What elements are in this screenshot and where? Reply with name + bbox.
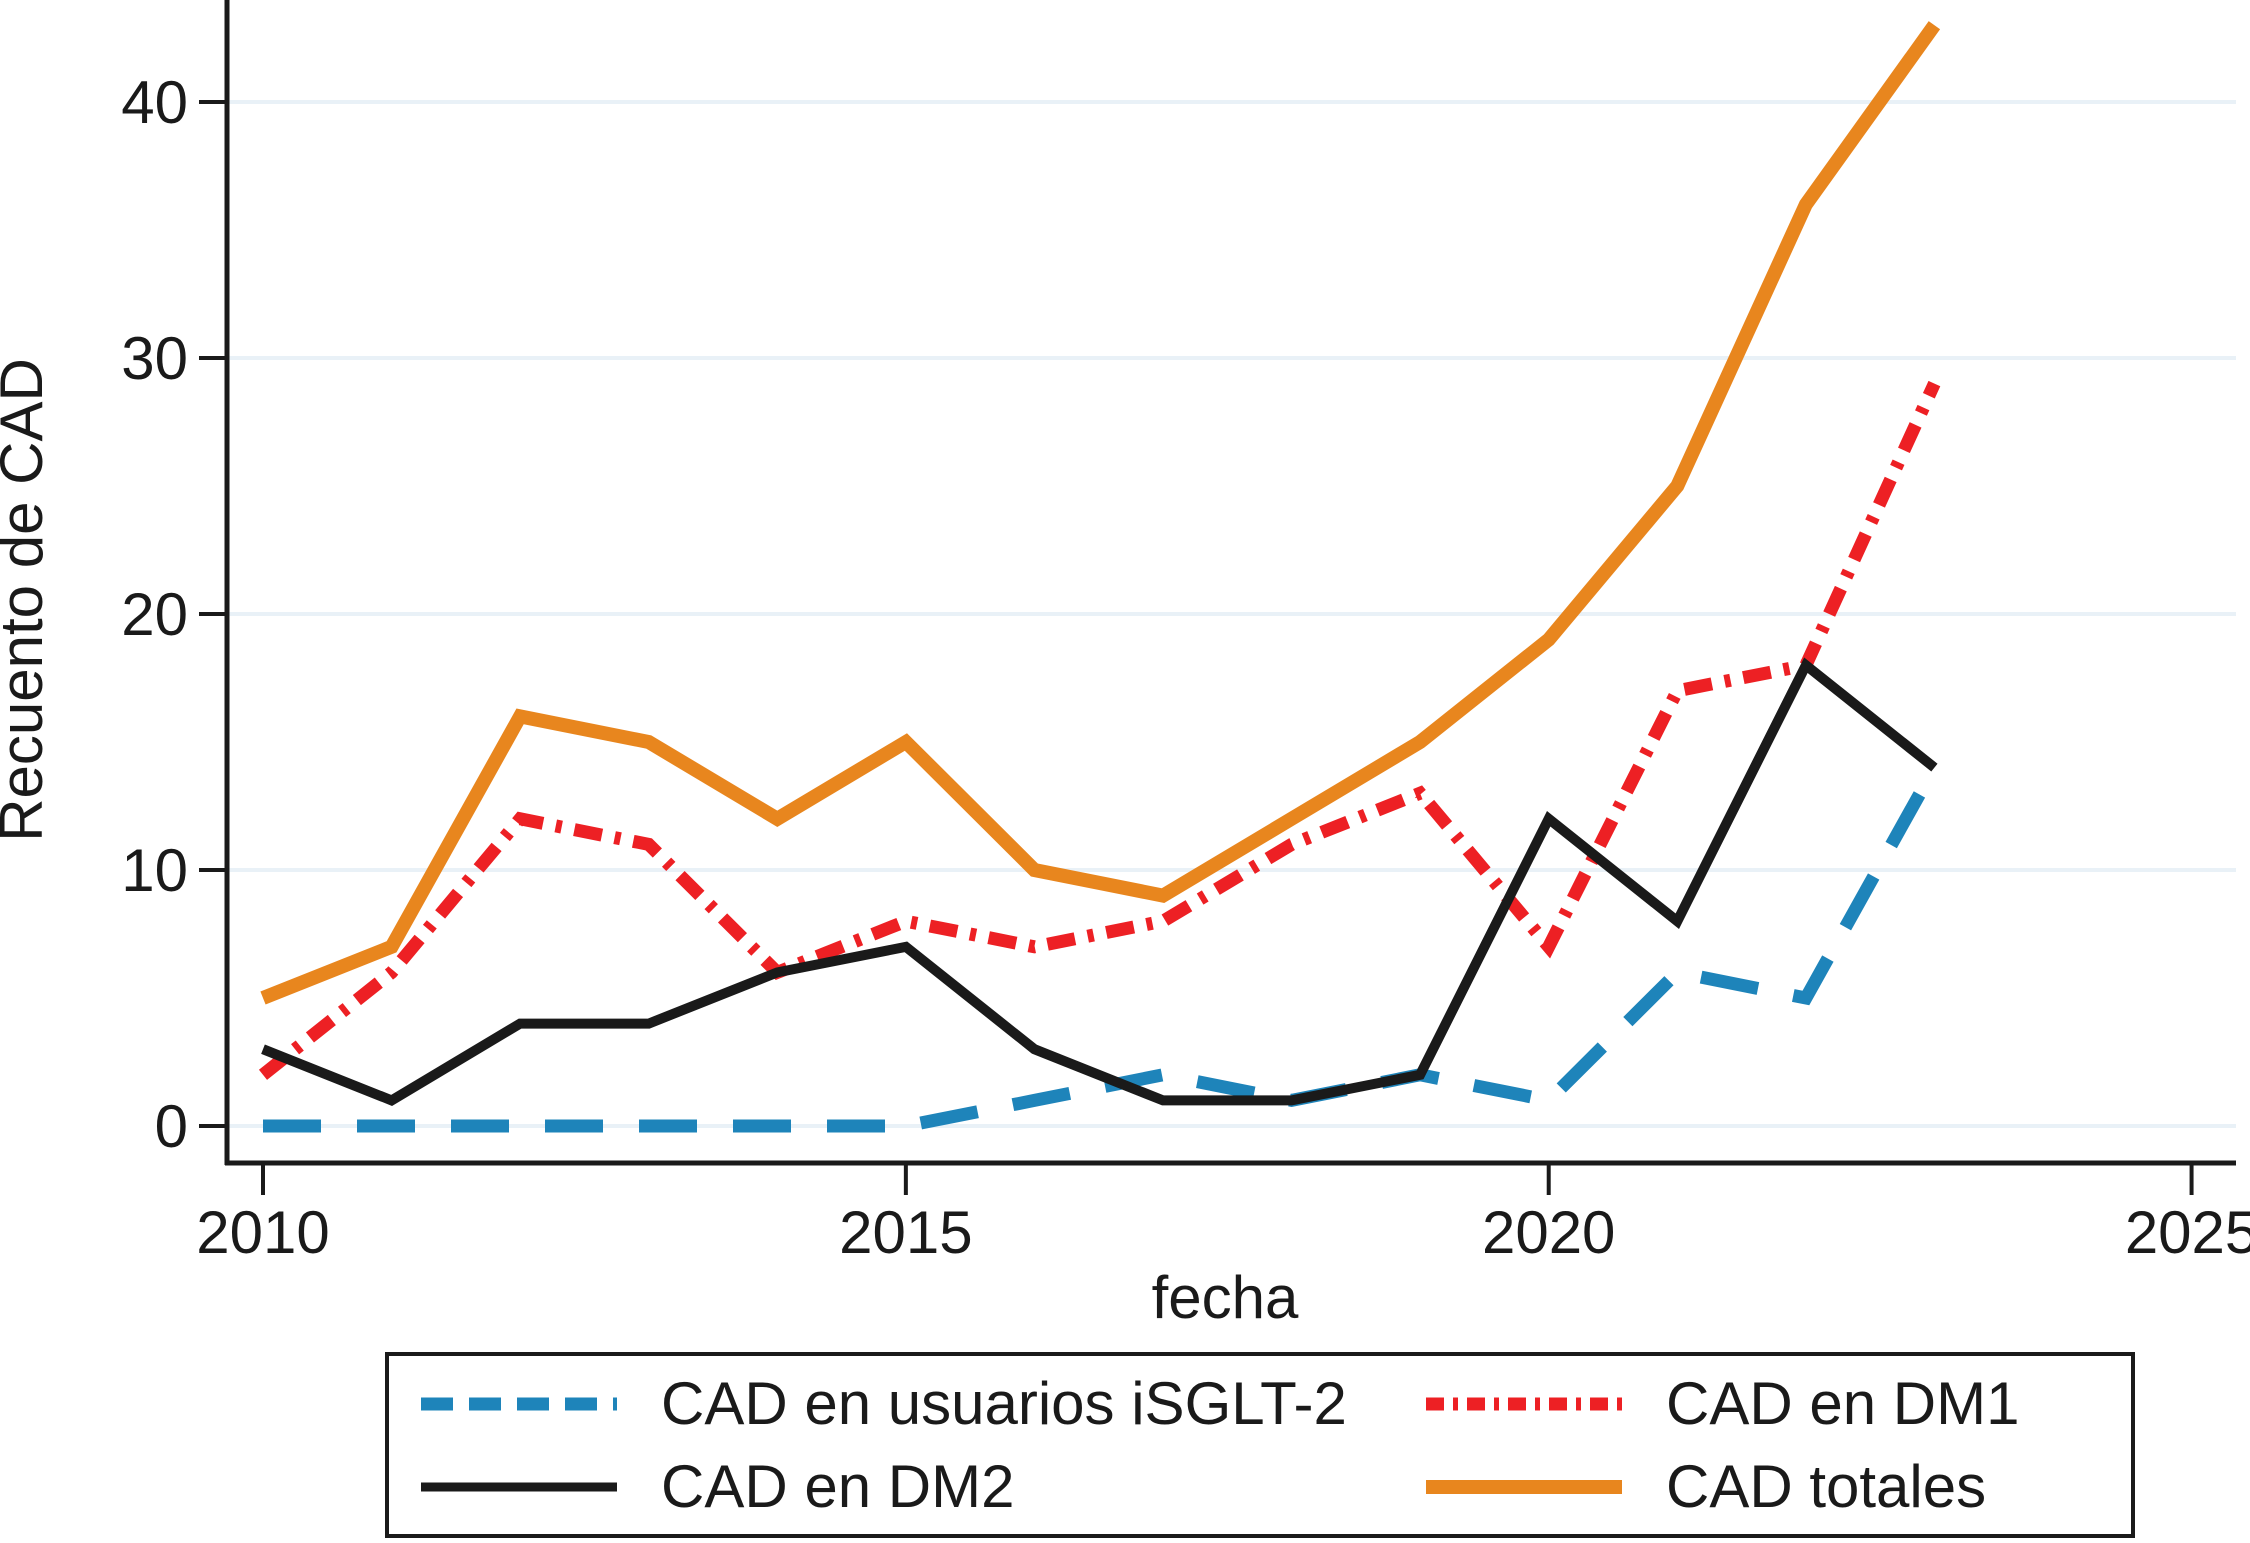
legend-label-totales: CAD totales (1666, 1452, 1987, 1520)
legend-item-dm2: CAD en DM2 (421, 1452, 1426, 1520)
x-tick-label-2025: 2025 (2125, 1199, 2250, 1266)
y-tick-label-0: 0 (155, 1093, 188, 1160)
y-tick-label-40: 40 (121, 69, 188, 136)
legend-sample-dm2-line (421, 1482, 617, 1491)
legend-item-totales: CAD totales (1426, 1452, 2131, 1520)
series-line-1-dash-dot (258, 380, 1941, 1080)
x-tick-label-2010: 2010 (196, 1199, 329, 1266)
x-tick-label-2020: 2020 (1482, 1199, 1615, 1266)
x-axis-title: fecha (1152, 1264, 1299, 1331)
series-line-2-solid (261, 657, 1938, 1106)
y-axis-title: Recuento de CAD (0, 358, 55, 842)
legend-sample-totales-line (1426, 1479, 1622, 1494)
x-tick-label-2015: 2015 (839, 1199, 972, 1266)
legend-sample-dm1-line (1426, 1397, 1622, 1410)
legend-label-dm2: CAD en DM2 (661, 1452, 1015, 1520)
legend-sample-isglt2-line (421, 1397, 617, 1410)
y-tick-label-20: 20 (121, 581, 188, 648)
series-line-3-solid (260, 21, 1941, 1005)
legend-label-dm1: CAD en DM1 (1666, 1369, 2020, 1437)
legend-label-isglt2: CAD en usuarios iSGLT-2 (661, 1369, 1347, 1437)
legend-item-isglt2: CAD en usuarios iSGLT-2 (421, 1369, 1426, 1437)
legend-item-dm1: CAD en DM1 (1426, 1369, 2131, 1437)
y-tick-label-30: 30 (121, 325, 188, 392)
series-line-0-dashed (263, 764, 1941, 1133)
chart-legend: CAD en usuarios iSGLT-2 CAD en DM1 CAD e… (385, 1352, 2135, 1538)
y-tick-label-10: 10 (121, 837, 188, 904)
